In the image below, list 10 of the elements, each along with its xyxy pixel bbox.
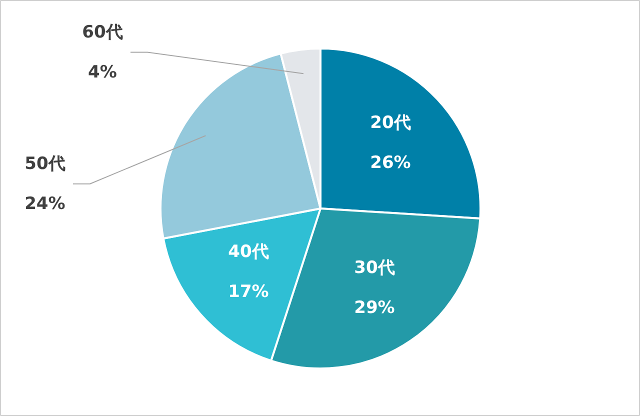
slice-label: 60代: [82, 22, 123, 42]
data-label: 17%: [228, 282, 269, 302]
data-label: 26%: [370, 152, 411, 173]
data-label: 4%: [88, 62, 117, 82]
data-label: 24%: [24, 194, 66, 214]
slice-label: 50代: [24, 154, 66, 174]
slice-label: 20代: [370, 112, 411, 133]
data-label: 29%: [354, 298, 395, 318]
slice-label: 40代: [228, 242, 269, 262]
slice-label: 30代: [354, 258, 395, 278]
